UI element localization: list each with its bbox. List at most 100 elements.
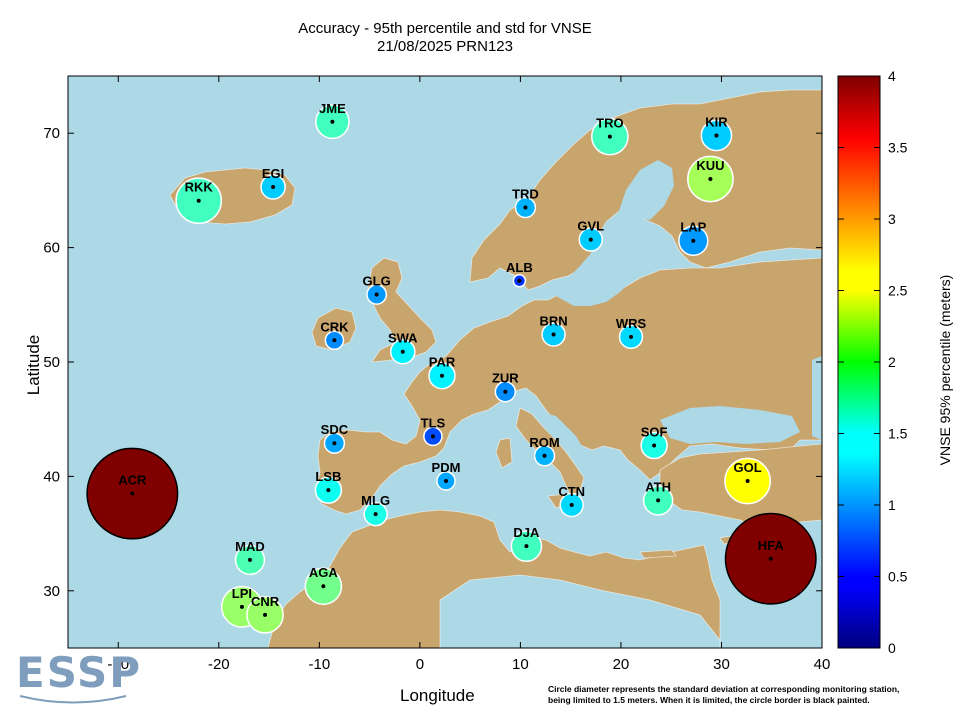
- station-label: DJA: [513, 525, 540, 540]
- y-tick-label: 30: [43, 583, 60, 600]
- station-label: SWA: [388, 331, 418, 346]
- footnote: Circle diameter represents the standard …: [548, 684, 948, 706]
- station-label: TRD: [512, 187, 539, 202]
- station-dot: [551, 332, 556, 337]
- station-ctn: CTN: [558, 484, 585, 518]
- y-tick-label: 60: [43, 240, 60, 257]
- station-dot: [321, 584, 326, 589]
- station-dot: [652, 443, 657, 448]
- station-dot: [430, 434, 435, 439]
- colorbar: [837, 75, 881, 649]
- station-label: SDC: [321, 422, 349, 437]
- station-label: LPI: [232, 586, 252, 601]
- station-ath: ATH: [642, 479, 674, 516]
- y-tick-label: 50: [43, 354, 60, 371]
- colorbar-tick-label: 0: [888, 640, 896, 656]
- colorbar-tick-label: 1.5: [888, 426, 908, 442]
- x-axis-label: Longitude: [400, 686, 475, 705]
- station-par: PAR: [428, 355, 456, 390]
- colorbar-tick-label: 1: [888, 497, 896, 513]
- station-gvl: GVL: [577, 219, 604, 252]
- station-label: PAR: [429, 355, 456, 370]
- y-axis-ticks: 30 40 50 60 70: [43, 125, 822, 600]
- station-dot: [768, 556, 773, 561]
- station-label: LSB: [315, 469, 341, 484]
- x-tick-label: -30: [107, 656, 129, 673]
- station-dot: [524, 544, 529, 549]
- station-label: MLG: [361, 493, 390, 508]
- x-tick-label: 40: [814, 656, 831, 673]
- adriatic-sea: [540, 412, 590, 470]
- station-label: LAP: [680, 220, 706, 235]
- station-sdc: SDC: [321, 422, 349, 454]
- station-label: HFA: [758, 538, 785, 553]
- station-aga: AGA: [304, 565, 343, 606]
- black-sea: [660, 406, 800, 444]
- station-dot: [239, 604, 244, 609]
- station-dot: [628, 334, 633, 339]
- station-label: CRK: [320, 319, 349, 334]
- station-kuu: KUU: [687, 155, 734, 203]
- logo-swoosh-icon: [19, 695, 127, 704]
- station-label: GLG: [363, 274, 391, 289]
- station-markers: ACR HFA KUU RKK GOL LPI TRO AGA CNR JME KIR DJA LAP A…: [86, 101, 817, 634]
- footnote-line-2: being limited to 1.5 meters. When it is …: [548, 695, 870, 705]
- station-label: TLS: [421, 415, 446, 430]
- colorbar-ticks: 0 0.5 1 1.5 2 2.5 3 3.5 4: [838, 68, 908, 656]
- station-dot: [196, 198, 201, 203]
- station-dot: [542, 453, 547, 458]
- station-jme: JME: [315, 101, 350, 140]
- colorbar-tick-label: 2: [888, 354, 896, 370]
- colorbar-tick-label: 0.5: [888, 569, 908, 585]
- station-alb: ALB: [506, 260, 533, 288]
- station-gol: GOL: [724, 457, 771, 505]
- station-label: EGI: [262, 166, 284, 181]
- station-label: AGA: [309, 565, 339, 580]
- station-glg: GLG: [363, 274, 391, 305]
- station-rkk: RKK: [175, 177, 223, 225]
- station-label: CTN: [558, 484, 585, 499]
- station-cnr: CNR: [246, 594, 284, 634]
- y-tick-label: 70: [43, 125, 60, 142]
- station-label: WRS: [616, 316, 647, 331]
- x-tick-label: 20: [613, 656, 630, 673]
- x-tick-label: -20: [208, 656, 230, 673]
- station-kir: KIR: [700, 114, 733, 152]
- station-trd: TRD: [512, 187, 539, 219]
- station-label: RKK: [185, 180, 214, 195]
- land-sardinia: [495, 437, 513, 469]
- station-lsb: LSB: [314, 469, 343, 504]
- station-dot: [714, 133, 719, 138]
- station-dot: [247, 557, 252, 562]
- station-label: ACR: [118, 473, 147, 488]
- essp-logo: ESSP: [16, 648, 143, 697]
- colorbar-tick-label: 2.5: [888, 283, 908, 299]
- station-dot: [332, 338, 337, 343]
- y-axis-label: Latitude: [24, 334, 43, 396]
- y-tick-label: 40: [43, 468, 60, 485]
- station-dot: [523, 205, 528, 210]
- station-dot: [607, 134, 612, 139]
- colorbar-tick-label: 3.5: [888, 140, 908, 156]
- station-label: JME: [319, 101, 346, 116]
- station-dot: [444, 478, 449, 483]
- gulf-of-bothnia: [618, 160, 674, 220]
- station-tro: TRO: [591, 116, 629, 156]
- station-dot: [330, 119, 335, 124]
- land-crete: [639, 549, 677, 559]
- station-dot: [708, 176, 713, 181]
- footnote-line-1: Circle diameter represents the standard …: [548, 684, 900, 694]
- station-label: SOF: [641, 425, 668, 440]
- station-lap: LAP: [678, 220, 709, 256]
- station-label: GOL: [734, 460, 762, 475]
- station-crk: CRK: [320, 319, 349, 351]
- station-label: BRN: [539, 314, 567, 329]
- chart-title: Accuracy - 95th percentile and std for V…: [298, 20, 592, 37]
- station-label: ZUR: [492, 371, 519, 386]
- station-dot: [569, 503, 574, 507]
- x-tick-label: 0: [416, 656, 424, 673]
- station-label: CNR: [251, 594, 280, 609]
- x-tick-label: 30: [713, 656, 730, 673]
- station-dot: [271, 184, 276, 189]
